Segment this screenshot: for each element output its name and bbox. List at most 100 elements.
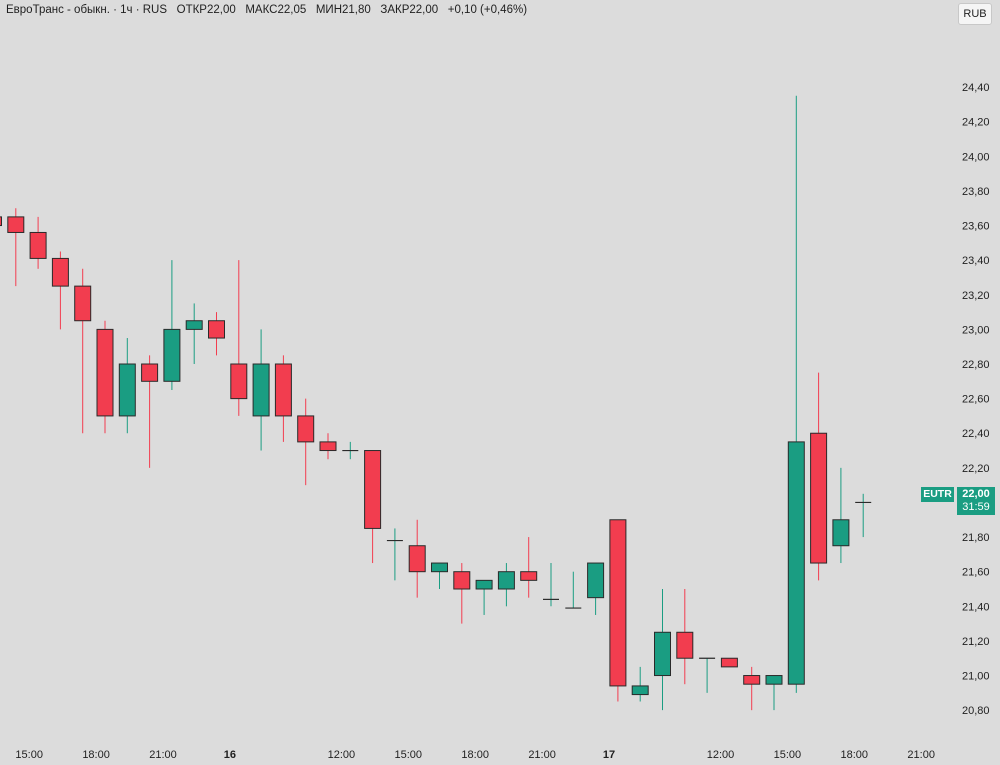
x-tick-label: 15:00 — [15, 749, 43, 761]
candle[interactable] — [118, 338, 136, 434]
candle[interactable] — [720, 657, 738, 668]
candle[interactable] — [543, 563, 559, 607]
y-tick-label: 23,40 — [962, 255, 990, 267]
candle[interactable] — [96, 320, 114, 434]
instrument-name: ЕвроТранс - обыкн. — [6, 4, 110, 16]
candle-body — [96, 328, 114, 417]
candle[interactable] — [141, 355, 159, 468]
candle[interactable] — [208, 312, 225, 356]
candle[interactable] — [810, 372, 828, 581]
y-tick-label: 21,00 — [962, 671, 990, 683]
candle[interactable] — [699, 657, 716, 693]
candle-body — [765, 675, 783, 685]
last-price: 22,00 — [962, 488, 990, 500]
candle[interactable] — [386, 528, 403, 581]
candle[interactable] — [29, 216, 47, 269]
candle[interactable] — [832, 467, 850, 564]
candle[interactable] — [765, 675, 783, 711]
candle[interactable] — [609, 519, 627, 702]
y-tick-label: 22,60 — [962, 394, 990, 406]
candle-body — [118, 363, 136, 417]
candle-body — [319, 441, 337, 452]
candle-body — [720, 657, 738, 668]
candle[interactable] — [297, 398, 315, 486]
candle-body — [787, 441, 805, 685]
candle[interactable] — [274, 355, 292, 442]
y-tick-label: 23,60 — [962, 221, 990, 233]
candle-body — [609, 519, 627, 687]
time-axis[interactable]: 15:00 18:00 21:00 16 12:00 15:00 18:00 21:00 17 1… — [15, 749, 935, 761]
candle[interactable] — [230, 260, 248, 416]
candle[interactable] — [364, 450, 382, 564]
x-tick-label: 21:00 — [149, 749, 177, 761]
interval-label[interactable]: 1ч — [120, 4, 133, 16]
high-label: МАКС — [245, 4, 278, 16]
y-tick-label: 23,00 — [962, 324, 990, 336]
candle-body — [230, 363, 248, 400]
candle[interactable] — [51, 251, 69, 330]
y-tick-label: 21,20 — [962, 636, 990, 648]
candle-body — [163, 328, 181, 382]
candle[interactable] — [163, 260, 181, 390]
candle-body — [431, 562, 448, 573]
x-tick-label: 15:00 — [395, 749, 423, 761]
candle-body — [297, 415, 315, 443]
x-tick-label: 12:00 — [707, 749, 735, 761]
candle-body — [497, 571, 515, 590]
candle[interactable] — [565, 571, 582, 609]
close-value: 22,00 — [409, 4, 439, 16]
y-tick-label: 24,00 — [962, 151, 990, 163]
candle[interactable] — [74, 268, 92, 434]
price-axis[interactable]: 20,80 21,00 21,20 21,40 21,60 21,80 22,00 22,20… — [962, 82, 990, 717]
exchange-label: RUS — [142, 4, 168, 16]
candle-body — [810, 432, 828, 564]
candle[interactable] — [431, 562, 448, 589]
y-tick-label: 22,80 — [962, 359, 990, 371]
x-tick-label: 21:00 — [528, 749, 556, 761]
candle[interactable] — [743, 666, 761, 711]
candle-body — [408, 545, 426, 573]
candle[interactable] — [475, 579, 493, 615]
candle-body — [51, 257, 69, 287]
candle-body — [832, 519, 850, 547]
candle[interactable] — [342, 441, 359, 460]
candle[interactable] — [587, 562, 605, 615]
candle[interactable] — [676, 589, 694, 685]
candle-body — [587, 562, 605, 599]
close-label: ЗАКР — [380, 4, 410, 16]
y-tick-label: 21,40 — [962, 601, 990, 613]
y-tick-label: 21,60 — [962, 567, 990, 579]
candle[interactable] — [855, 493, 872, 538]
candle-body — [364, 450, 382, 529]
currency-button[interactable]: RUB — [958, 3, 992, 25]
candle[interactable] — [497, 563, 515, 607]
candle[interactable] — [185, 303, 203, 364]
candle[interactable] — [408, 519, 426, 598]
candle[interactable] — [631, 666, 649, 702]
x-tick-label: 15:00 — [774, 749, 802, 761]
candle-body — [676, 631, 694, 659]
candle[interactable] — [0, 216, 2, 227]
y-tick-label: 24,40 — [962, 82, 990, 94]
candle-body — [631, 685, 649, 696]
candle-body — [743, 675, 761, 685]
y-tick-label: 23,20 — [962, 290, 990, 302]
candle[interactable] — [654, 589, 671, 711]
candle-body — [475, 579, 493, 590]
y-tick-label: 22,40 — [962, 428, 990, 440]
candle-body — [0, 216, 2, 227]
candle[interactable] — [520, 537, 538, 598]
y-tick-label: 24,20 — [962, 117, 990, 129]
chart-header: ЕвроТранс - обыкн. · 1ч · RUS ОТКР22,00 … — [6, 4, 528, 16]
x-tick-label: 17 — [603, 749, 615, 761]
candle[interactable] — [252, 329, 270, 451]
candle[interactable] — [319, 433, 337, 460]
low-label: МИН — [315, 4, 342, 16]
y-tick-label: 22,20 — [962, 463, 990, 475]
candle-body — [654, 631, 671, 677]
open-label: ОТКР — [176, 4, 207, 16]
candle[interactable] — [7, 208, 25, 287]
candle[interactable] — [453, 563, 471, 624]
candle[interactable] — [787, 95, 805, 693]
